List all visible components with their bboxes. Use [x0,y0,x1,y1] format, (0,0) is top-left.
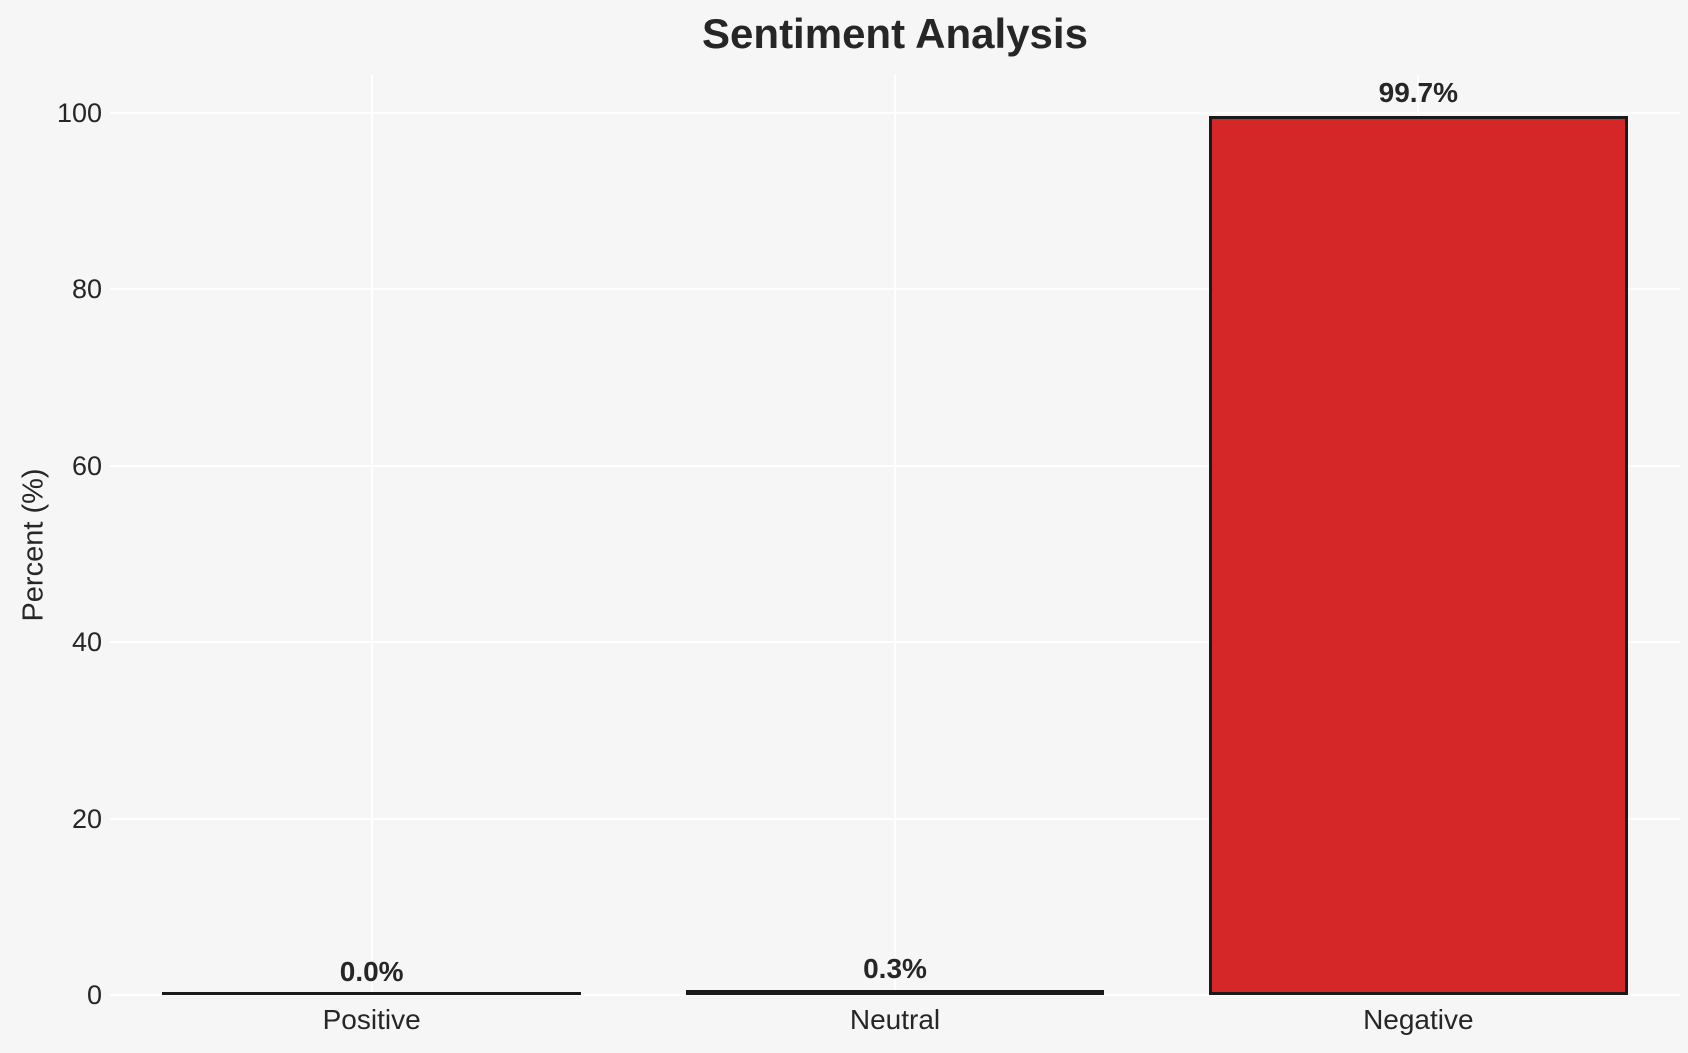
bar-value-label: 0.0% [339,956,404,987]
y-tick-label: 80 [71,274,102,305]
y-tick-label: 20 [71,803,102,834]
x-gridline [370,75,373,995]
x-gridline [894,75,896,995]
y-axis-label: Percent (%) [17,468,50,622]
x-tick-label: Negative [1363,1004,1474,1035]
chart-title: Sentiment Analysis [702,10,1088,57]
bar-value-label: 0.3% [863,953,927,985]
y-tick-label: 40 [71,627,102,658]
bar-value-label: 99.7% [1378,76,1459,108]
y-gridline [110,994,1680,996]
y-tick-label: 100 [56,98,102,128]
bar-negative [1209,115,1628,995]
bar-neutral [685,990,1105,995]
x-tick-label: Positive [322,1004,421,1035]
x-tick-label: Neutral [849,1004,941,1035]
y-tick-label: 60 [71,450,102,481]
bar-positive [162,992,581,995]
y-tick-label: 0 [86,980,102,1010]
